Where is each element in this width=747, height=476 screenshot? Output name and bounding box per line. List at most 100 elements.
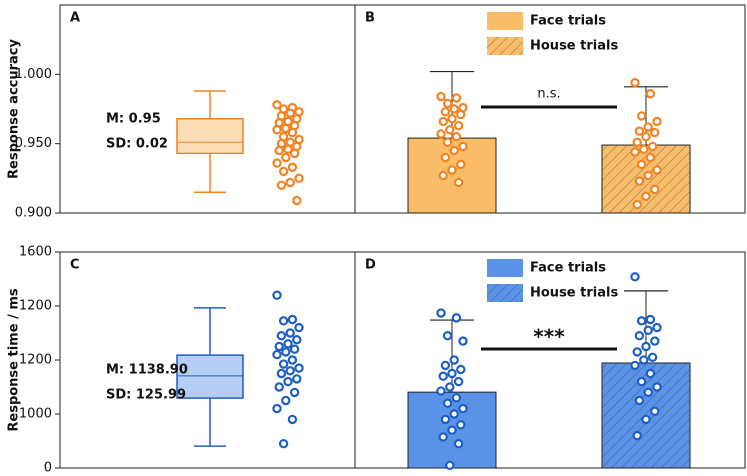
- data-point: [647, 141, 658, 152]
- data-point: [641, 414, 651, 425]
- data-point: [287, 355, 298, 365]
- data-point: [451, 313, 462, 323]
- legend-swatch-hatch: [487, 37, 523, 55]
- data-point: [440, 152, 451, 163]
- data-point: [278, 439, 289, 449]
- data-point: [634, 176, 645, 186]
- y-axis-label: Response accuracy: [7, 39, 22, 179]
- data-point: [447, 114, 457, 124]
- data-point: [436, 386, 446, 396]
- panel-label: A: [70, 11, 80, 26]
- y-tick-label: 1200: [19, 299, 52, 314]
- data-point: [643, 325, 653, 335]
- data-point: [287, 127, 298, 138]
- data-point: [632, 430, 642, 441]
- data-point: [294, 173, 304, 184]
- data-point: [294, 322, 304, 333]
- data-point: [436, 129, 446, 139]
- data-point: [447, 165, 457, 175]
- data-point: [445, 382, 455, 392]
- data-point: [643, 122, 653, 132]
- data-point: [451, 132, 462, 142]
- data-point: [641, 191, 651, 202]
- box: [176, 354, 244, 399]
- data-point: [449, 145, 459, 156]
- data-point: [278, 166, 289, 177]
- data-point: [636, 316, 647, 326]
- data-point: [287, 162, 298, 172]
- data-point: [447, 425, 457, 435]
- data-point: [449, 409, 459, 419]
- data-point: [641, 132, 651, 142]
- data-point: [438, 170, 448, 181]
- data-point: [647, 352, 658, 362]
- data-point: [650, 184, 660, 195]
- legend-label: House trials: [530, 39, 618, 54]
- legend-label: Face trials: [530, 261, 606, 276]
- data-point: [645, 152, 656, 163]
- data-point: [453, 120, 464, 131]
- data-point: [292, 195, 302, 206]
- data-point: [283, 339, 293, 349]
- annotation: SD: 125.99: [106, 388, 186, 403]
- legend-swatch: [487, 12, 523, 30]
- data-point: [456, 159, 466, 170]
- data-point: [278, 316, 289, 326]
- data-point: [652, 116, 662, 127]
- data-point: [458, 336, 468, 346]
- data-point: [442, 98, 453, 109]
- data-point: [449, 355, 459, 365]
- data-point: [440, 107, 451, 117]
- data-point: [272, 403, 282, 414]
- data-point: [272, 349, 282, 360]
- data-point: [645, 314, 656, 325]
- data-point: [281, 123, 291, 134]
- y-tick-label: 1000: [19, 407, 52, 422]
- y-axis-label: Response time / ms: [7, 288, 22, 432]
- data-point: [445, 125, 455, 135]
- data-point: [645, 368, 656, 379]
- data-point: [440, 414, 451, 425]
- data-point: [276, 368, 287, 379]
- data-point: [456, 420, 466, 430]
- data-point: [456, 109, 466, 120]
- data-point: [453, 376, 464, 387]
- data-point: [436, 308, 446, 318]
- data-point: [285, 366, 295, 376]
- data-point: [641, 341, 651, 352]
- data-point: [636, 159, 647, 170]
- data-point: [643, 387, 653, 398]
- data-point: [274, 145, 284, 156]
- data-point: [652, 322, 662, 333]
- data-point: [650, 127, 660, 138]
- legend-swatch: [487, 259, 523, 277]
- panel-label: B: [365, 11, 375, 26]
- data-point: [276, 331, 287, 341]
- data-point: [285, 328, 295, 338]
- data-point: [632, 137, 642, 147]
- data-point: [281, 152, 291, 163]
- data-point: [292, 335, 302, 345]
- data-point: [630, 360, 640, 371]
- data-point: [272, 100, 282, 110]
- data-point: [274, 382, 284, 392]
- data-point: [272, 290, 282, 300]
- y-tick-label: 0.950: [15, 136, 52, 151]
- data-point: [456, 364, 466, 375]
- data-point: [289, 148, 300, 159]
- data-point: [639, 355, 649, 365]
- data-point: [458, 141, 468, 152]
- legend-swatch-hatch: [487, 284, 523, 302]
- panel-frame: [59, 4, 356, 214]
- data-point: [274, 341, 284, 352]
- significance-label: ***: [533, 325, 565, 349]
- y-tick-label: 1.000: [15, 67, 52, 82]
- data-point: [652, 382, 662, 392]
- panel-label: C: [70, 258, 80, 273]
- data-point: [453, 177, 464, 188]
- data-point: [447, 368, 457, 379]
- data-point: [442, 137, 453, 147]
- panel-frame: [354, 251, 746, 469]
- data-point: [283, 144, 293, 154]
